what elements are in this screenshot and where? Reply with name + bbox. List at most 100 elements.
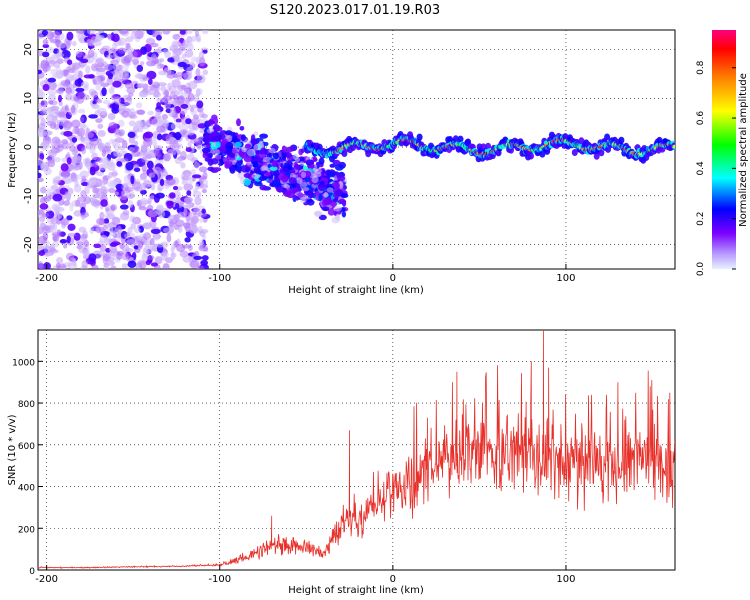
spectrogram-cell <box>159 178 165 187</box>
spectrogram-cell <box>192 190 202 199</box>
spectrogram-cell <box>182 255 192 263</box>
spectrogram-cell <box>52 241 59 248</box>
spectrogram-cell <box>189 104 199 109</box>
spectrogram-cell <box>305 159 314 166</box>
spectrogram-cell <box>38 129 47 137</box>
spectrogram-cell <box>141 156 147 163</box>
spectrogram-cell <box>150 262 159 267</box>
spectrogram-cell <box>300 171 307 179</box>
spectrogram-cell <box>174 240 179 248</box>
spectrogram-cell <box>60 170 71 179</box>
spectrogram-cell <box>145 119 152 128</box>
spectrogram-cell <box>416 133 423 141</box>
colorbar: 0.0 0.2 0.4 0.6 0.8 Normalized spectral ampl… <box>696 30 749 276</box>
spectrogram-cell <box>187 30 193 35</box>
spectrogram-cell <box>207 166 215 172</box>
spectrogram-cell <box>105 213 116 220</box>
spectrogram-cell <box>131 50 138 58</box>
spectrogram-cell <box>82 230 88 238</box>
spectrogram-cell <box>67 232 76 237</box>
spectrogram-cell <box>81 259 89 269</box>
spectrogram-cell <box>121 244 130 253</box>
spectrogram-cell <box>156 243 165 248</box>
spectrogram-cell <box>124 256 135 262</box>
spectrogram-cell <box>46 31 55 40</box>
spectrogram-cell <box>224 160 233 168</box>
spectrogram-cell <box>92 161 99 168</box>
spectrogram-cell <box>110 205 116 211</box>
spectrogram-cell <box>253 166 263 174</box>
spectrogram-cell <box>306 199 315 206</box>
spectrogram-cell <box>103 231 110 236</box>
spectrogram-cell <box>91 264 99 269</box>
spectrogram-cell <box>65 93 73 101</box>
spectrogram-cell <box>175 121 181 129</box>
spectrogram-cell <box>294 157 301 163</box>
spectrogram-cell <box>132 58 139 65</box>
spectrogram-cell <box>187 244 193 252</box>
spectrogram-cell <box>331 216 341 224</box>
spectrogram-cell <box>224 130 233 136</box>
spectrogram-cell <box>135 119 144 129</box>
snr-x-tick-label: -100 <box>208 574 231 585</box>
spectrogram-cell <box>47 77 57 83</box>
spectrogram-cell <box>48 81 57 90</box>
spectrogram-cell <box>151 117 161 127</box>
spectrogram-cell <box>174 157 183 165</box>
spectrogram-cell <box>173 90 184 95</box>
spectrogram-cell <box>88 253 97 263</box>
spectrogram-cell <box>42 107 53 115</box>
spectrogram-cell <box>318 157 325 165</box>
spectrogram-cell <box>172 185 179 191</box>
spectrogram-cell <box>140 189 147 195</box>
spectrogram-cell <box>39 221 45 229</box>
spectrogram-cell <box>150 53 157 62</box>
spectrogram-cell <box>281 174 289 183</box>
spectrogram-cell <box>283 162 290 168</box>
spectrogram-cell <box>107 72 113 80</box>
spectrogram-cell <box>39 263 45 269</box>
spectrogram-cell <box>96 217 105 226</box>
spectrogram-cell <box>92 200 102 206</box>
spectrogram-cell <box>80 212 90 218</box>
spectrogram-cell <box>169 192 176 199</box>
spectrogram-cell <box>118 119 125 128</box>
spectrogram-cell <box>201 147 211 154</box>
spectrogram-cell <box>83 240 90 247</box>
spectrogram-cell <box>281 145 287 153</box>
spectrogram-cell <box>269 182 274 187</box>
spectrogram-cell <box>42 231 49 241</box>
spectrogram-cell <box>100 199 108 207</box>
spectrogram-cell <box>188 81 198 90</box>
spectrogram-cell <box>77 33 86 42</box>
spectrogram-cell <box>185 129 195 136</box>
spectrogram-cell <box>268 147 276 154</box>
spectrogram-cell <box>175 118 182 123</box>
spectrogram-cell <box>341 211 347 218</box>
spectrogram-cell <box>190 169 196 175</box>
spectrogram-cell <box>215 126 223 132</box>
spectrogram-cell <box>56 229 62 238</box>
spectrogram-cell <box>66 31 74 41</box>
spectrogram-cell <box>170 122 177 130</box>
spectrogram-cell <box>109 138 115 145</box>
spectrogram-cell <box>140 176 147 181</box>
spectrogram-cell <box>327 208 335 216</box>
spectrogram-cell <box>317 184 327 192</box>
snr-series-line <box>38 330 675 569</box>
spectrogram-cell <box>243 155 252 163</box>
spectrogram-cell <box>172 74 178 79</box>
spectrogram-cell <box>174 54 180 63</box>
spectrogram-cell <box>262 156 272 163</box>
spectrogram-cell <box>117 47 127 54</box>
colorbar-tick-label: 0.4 <box>696 161 706 176</box>
spectrogram-cell <box>188 177 194 185</box>
snr-y-tick-label: 800 <box>18 400 35 410</box>
spectrogram-cell <box>296 186 302 193</box>
spectrogram-cell <box>190 56 198 63</box>
spectrogram-cell <box>114 137 125 144</box>
spectrogram-cell <box>147 78 153 85</box>
snr-x-ticks: -200 -100 0 100 <box>35 565 575 585</box>
spectrogram-cell <box>112 61 119 71</box>
spectrogram-cell <box>226 134 233 142</box>
